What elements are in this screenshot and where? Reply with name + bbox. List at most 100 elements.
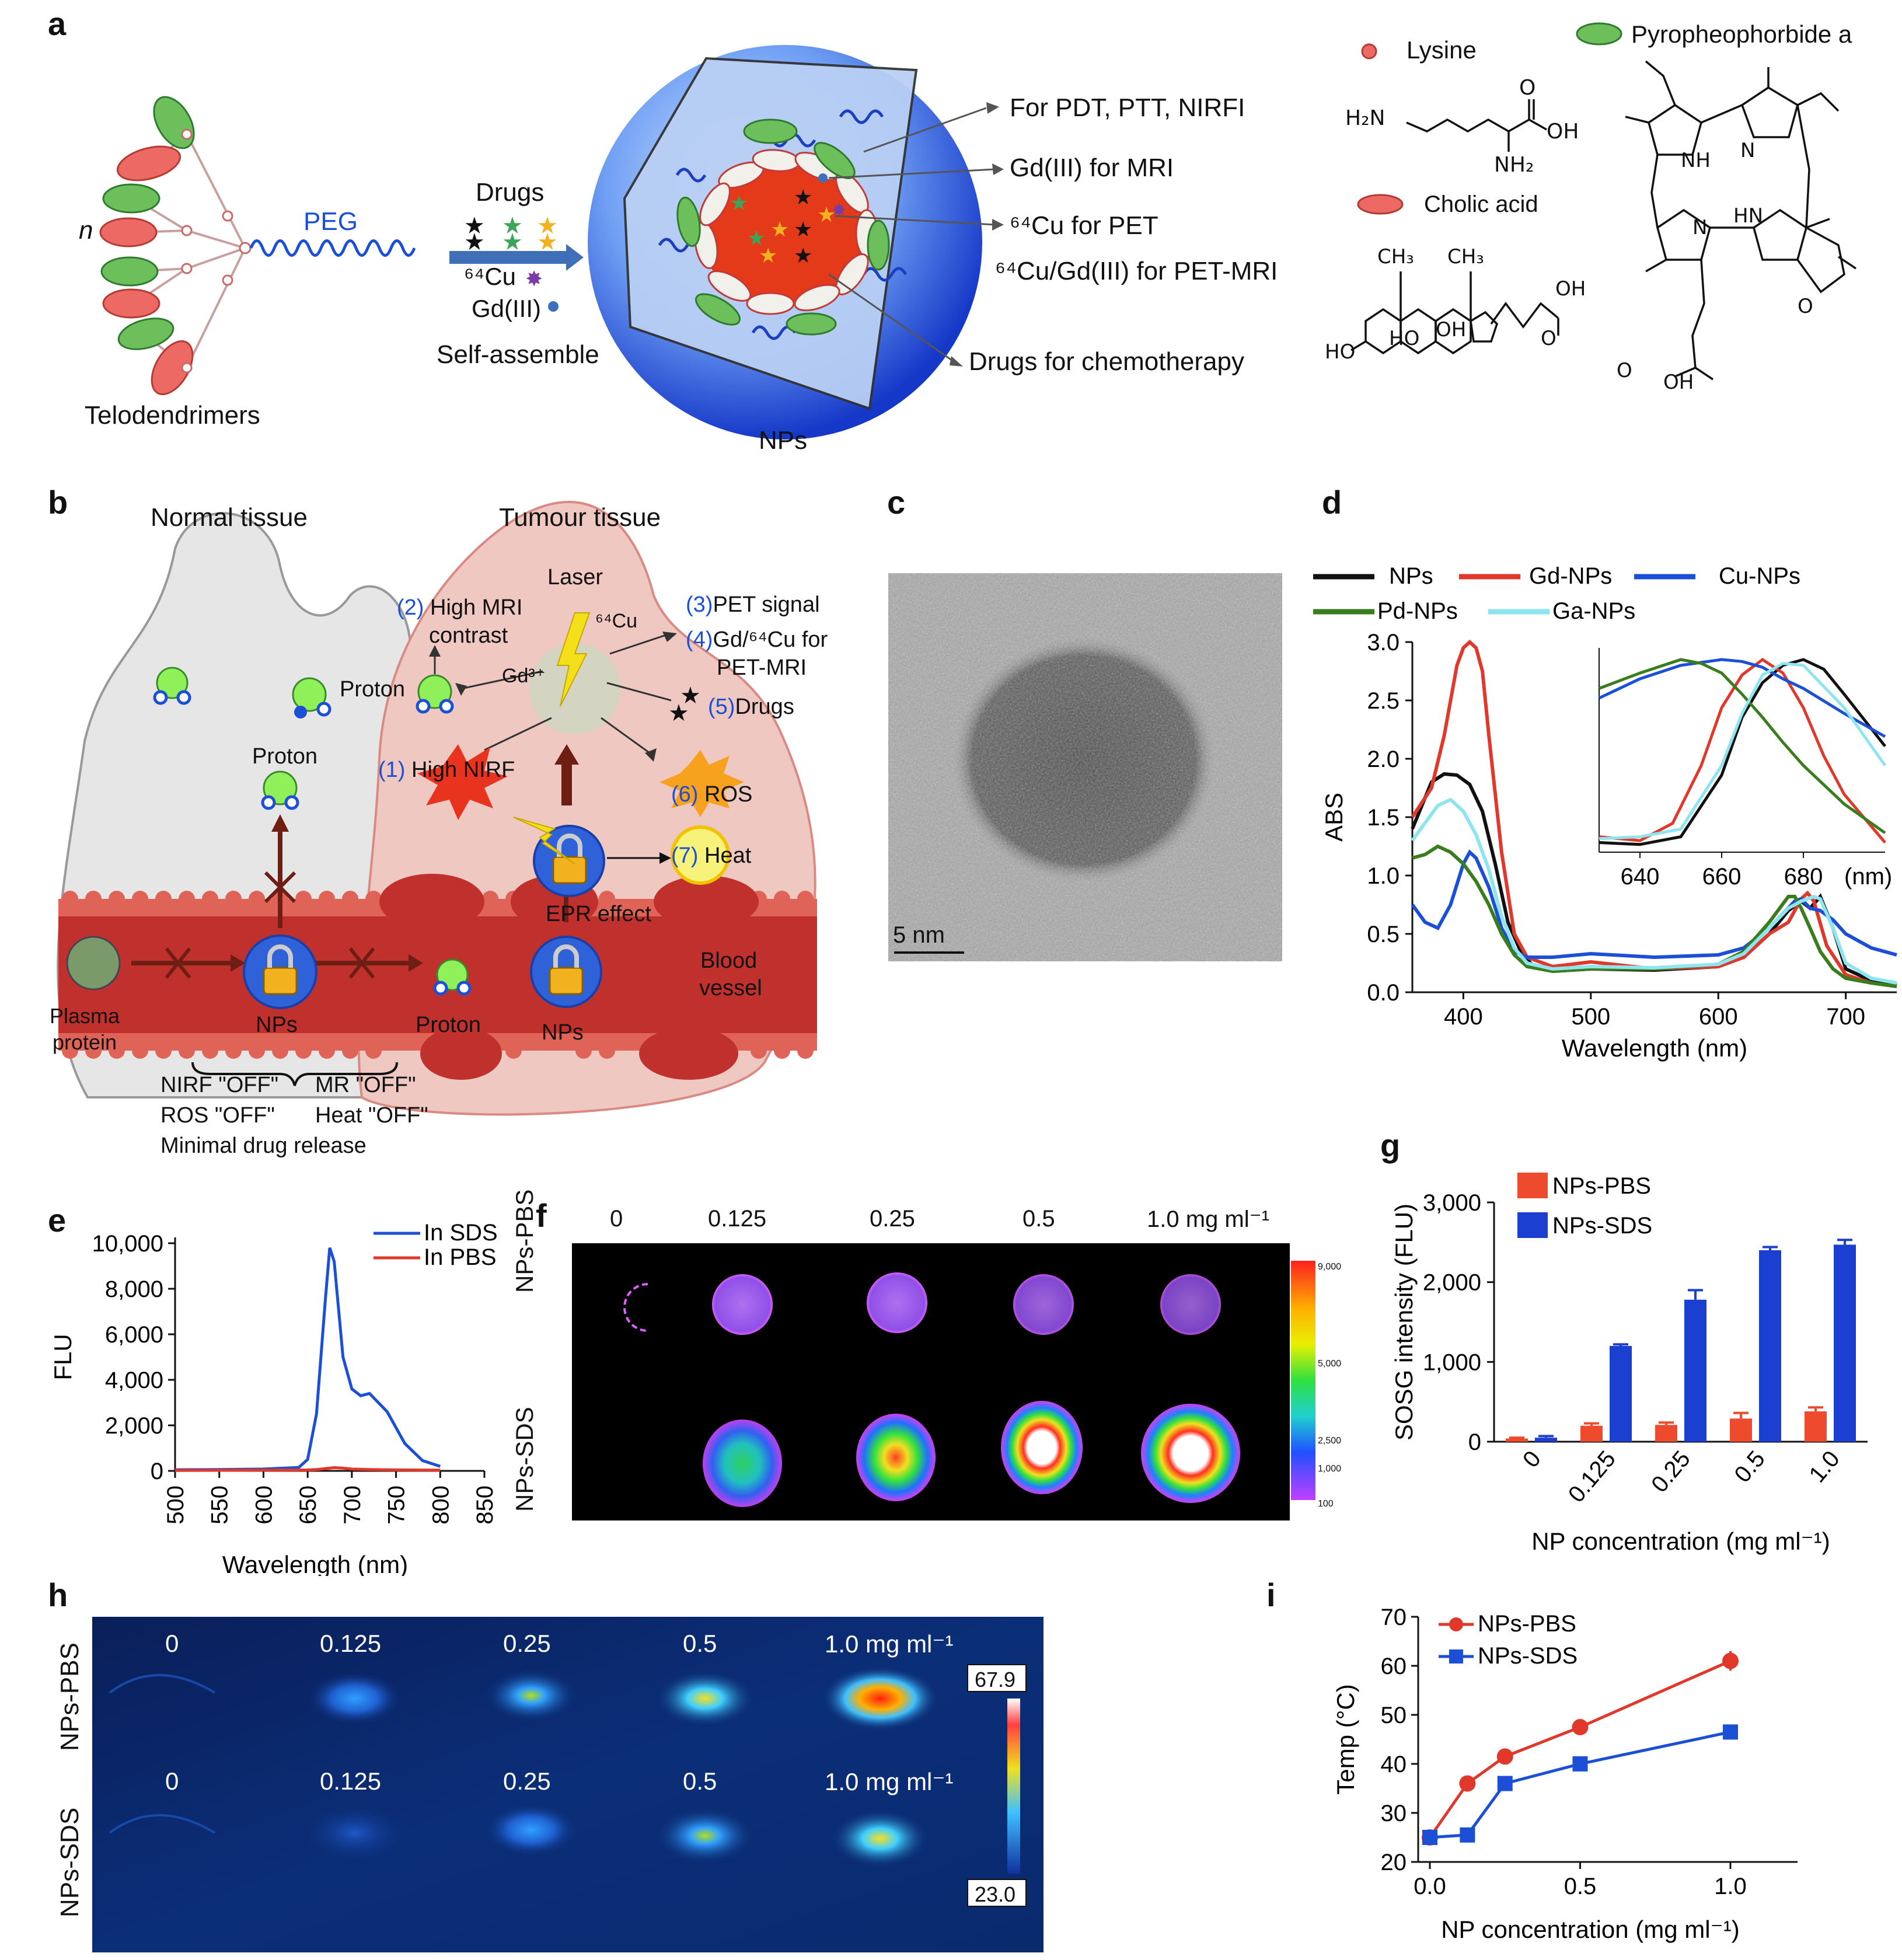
y-tick-label: 2.5 (1367, 688, 1400, 714)
nps-label: NPs (759, 426, 808, 455)
data-point-NPs-SDS (1723, 1724, 1738, 1740)
item-5-label: (5)Drugs (708, 695, 794, 719)
x-tick-label: 0 (1518, 1446, 1546, 1473)
bar-NPs-PBS (1580, 1425, 1603, 1442)
f-col-4: 1.0 mg ml⁻¹ (1147, 1206, 1270, 1232)
x-tick-label: 800 (428, 1485, 453, 1525)
lysine-structure (1406, 99, 1547, 152)
x-axis-label: Wavelength (nm) (1562, 1034, 1747, 1062)
item-1-label: (1) High NIRF (378, 758, 515, 782)
y-axis-label: Temp (°C) (1332, 1684, 1359, 1794)
legend-cholic-acid: Cholic acid (1424, 191, 1538, 217)
y-tick-label: 0 (1468, 1429, 1481, 1455)
panel-label-b: b (48, 484, 68, 521)
ros-burst (659, 750, 744, 817)
x-tick-label: 650 (295, 1485, 321, 1525)
gd-label: Gd(III) (472, 295, 542, 322)
inset-series-line-Cu-NPs (1598, 658, 1886, 738)
nirf-burst (417, 744, 508, 820)
y-tick-label: 70 (1381, 1605, 1407, 1630)
y-tick-label: 8,000 (105, 1277, 163, 1302)
annotation-pet: ⁶⁴Cu for PET (1010, 211, 1158, 240)
svg-text:★: ★ (747, 226, 766, 250)
x-tick-label: 500 (1571, 1004, 1610, 1030)
annotation-pet-mri: ⁶⁴Cu/Gd(III) for PET-MRI (995, 257, 1278, 285)
y-tick-label: 1,000 (1423, 1349, 1481, 1375)
x-tick-label: 500 (163, 1485, 189, 1525)
off-heat: Heat "OFF" (315, 1103, 428, 1128)
y-tick-label: 0 (151, 1459, 163, 1484)
legend-label-NPs-SDS: NPs-SDS (1552, 1213, 1652, 1239)
y-tick-label: 1.5 (1367, 805, 1400, 831)
drug-stars: ★ ★ ★ ★ ★ ★ (464, 213, 558, 255)
bar-NPs-SDS (1684, 1299, 1706, 1442)
bar-NPs-PBS (1805, 1411, 1827, 1442)
lysine-nh2: NH₂ (1494, 153, 1534, 177)
item-7-label: (7) Heat (671, 843, 752, 868)
proton-label-3: Proton (416, 1013, 481, 1037)
panel-label-a: a (48, 5, 67, 42)
scale-bar-label: 5 nm (893, 922, 945, 948)
legend-label-Pd-NPs: Pd-NPs (1377, 598, 1458, 624)
series-line-In PBS (175, 1466, 441, 1472)
inset-x-unit: (nm) (1844, 864, 1892, 890)
annotation-pdt: For PDT, PTT, NIRFI (1010, 93, 1245, 122)
legend-label-Ga-NPs: Ga-NPs (1552, 598, 1635, 624)
y-axis-label: SOSG intensity (FLU) (1390, 1204, 1418, 1441)
svg-text:★: ★ (794, 217, 812, 241)
item-3-label: (3)PET signal (686, 592, 820, 617)
y-tick-label: 10,000 (92, 1231, 163, 1257)
svg-text:★: ★ (817, 203, 836, 226)
off-drug-release: Minimal drug release (160, 1134, 367, 1158)
svg-text:★: ★ (794, 243, 812, 267)
pyro-o2: O (1617, 359, 1632, 382)
y-tick-label: 60 (1381, 1654, 1407, 1679)
absorbance-chart: 0.0 0.5 1.0 1.5 2.0 2.5 3.0 400 500 600 700 Wavelen… (1313, 563, 1897, 1062)
mechanism-diagram: ★★ (57, 501, 817, 1116)
legend-label-NPs: NPs (1389, 563, 1433, 589)
inset-series-line-Gd-NPs (1599, 657, 1886, 844)
telodendrimers-label: Telodendrimers (85, 401, 260, 430)
cholic-ho1: HO (1325, 340, 1356, 364)
y-tick-label: 0.0 (1367, 980, 1400, 1006)
x-tick-label: 1.0 (1714, 1874, 1747, 1899)
h-row-sds: NPs-SDS (55, 1807, 84, 1917)
h-top-col-3: 0.5 (683, 1630, 717, 1657)
y-tick-label: 3.0 (1367, 630, 1400, 655)
panel-label-f: f (536, 1197, 547, 1234)
n-label: n (79, 216, 93, 245)
bar-NPs-SDS (1759, 1250, 1781, 1442)
svg-text:★: ★ (502, 213, 523, 239)
h-top-col-2: 0.25 (503, 1630, 551, 1657)
svg-text:★: ★ (537, 213, 558, 239)
epr-effect-label: EPR effect (546, 902, 651, 926)
cholic-o: O (1541, 327, 1557, 350)
f-row-sds: NPs-SDS (511, 1407, 538, 1512)
data-point-NPs-SDS (1460, 1827, 1475, 1843)
h-top-col-1: 0.125 (320, 1630, 382, 1657)
inset-x-tick-label: 640 (1621, 864, 1660, 890)
h-bot-col-1: 0.125 (320, 1767, 382, 1795)
np-locked-1 (243, 934, 317, 1009)
svg-text:★: ★ (759, 243, 777, 267)
x-tick-label: 600 (251, 1485, 277, 1525)
svg-text:★: ★ (680, 683, 701, 709)
telodendrimer-diagram: ★ ★ ★ ★ ★ ★ ✸ (99, 22, 1856, 440)
y-tick-label: 2,000 (1423, 1270, 1481, 1296)
panel-label-i: i (1266, 1577, 1276, 1613)
svg-text:★: ★ (502, 229, 523, 255)
thermal-imaging-panel (92, 1617, 1044, 1952)
x-axis-label: Wavelength (nm) (222, 1551, 408, 1576)
y-tick-label: 3,000 (1423, 1190, 1481, 1216)
x-tick-label: 600 (1699, 1004, 1738, 1030)
inset-series-line-Ga-NPs (1599, 662, 1887, 841)
data-point-NPs-PBS (1496, 1748, 1513, 1765)
annotation-chemo: Drugs for chemotherapy (969, 347, 1244, 376)
pyro-o1: O (1798, 295, 1813, 318)
item-6-label: (6) ROS (671, 782, 753, 807)
proton-icons (153, 667, 472, 996)
gd3-label: Gd³⁺ (502, 665, 546, 687)
legend-pyropheophorbide: Pyropheophorbide a (1631, 20, 1852, 48)
h-bot-col-2: 0.25 (503, 1767, 551, 1795)
lysine-h2n: H₂N (1345, 106, 1386, 130)
